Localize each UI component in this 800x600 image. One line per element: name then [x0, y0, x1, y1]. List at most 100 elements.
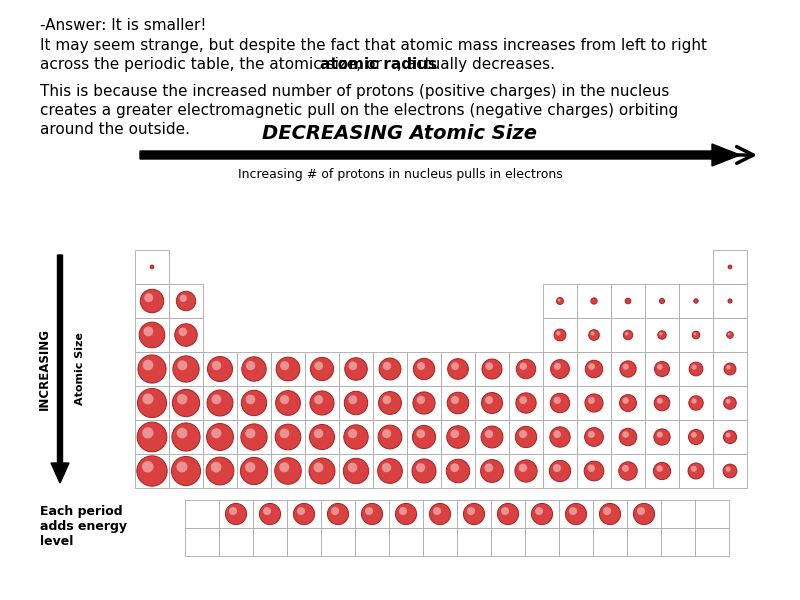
- Circle shape: [554, 329, 566, 341]
- Circle shape: [726, 433, 730, 437]
- Bar: [441, 386, 475, 420]
- Text: Each period
adds energy
level: Each period adds energy level: [40, 505, 127, 548]
- Circle shape: [481, 460, 503, 482]
- Circle shape: [637, 507, 645, 515]
- Circle shape: [294, 503, 314, 524]
- Bar: [611, 352, 645, 386]
- Bar: [577, 386, 611, 420]
- FancyArrow shape: [51, 255, 69, 483]
- Circle shape: [589, 329, 599, 340]
- Circle shape: [535, 507, 543, 515]
- Bar: [339, 386, 373, 420]
- Circle shape: [379, 358, 401, 380]
- Bar: [321, 500, 355, 528]
- Circle shape: [174, 324, 198, 346]
- Bar: [203, 454, 237, 488]
- Bar: [713, 386, 747, 420]
- Circle shape: [414, 358, 434, 380]
- Circle shape: [349, 362, 357, 370]
- Bar: [271, 386, 305, 420]
- Bar: [543, 386, 577, 420]
- Bar: [679, 420, 713, 454]
- Circle shape: [276, 357, 300, 381]
- Circle shape: [314, 463, 323, 472]
- Bar: [713, 454, 747, 488]
- Circle shape: [416, 430, 425, 438]
- Circle shape: [177, 461, 187, 472]
- Circle shape: [382, 362, 391, 370]
- Circle shape: [622, 431, 629, 438]
- Circle shape: [622, 465, 629, 472]
- Circle shape: [694, 299, 698, 303]
- Circle shape: [690, 466, 697, 472]
- Circle shape: [501, 507, 509, 515]
- Circle shape: [365, 507, 373, 515]
- Bar: [407, 454, 441, 488]
- Bar: [593, 528, 627, 556]
- Circle shape: [691, 398, 697, 404]
- Circle shape: [584, 461, 604, 481]
- Circle shape: [691, 364, 697, 370]
- Circle shape: [622, 397, 629, 404]
- Text: around the outside.: around the outside.: [40, 122, 190, 137]
- Circle shape: [728, 333, 730, 335]
- Circle shape: [463, 503, 485, 524]
- Circle shape: [588, 397, 595, 404]
- Bar: [373, 454, 407, 488]
- Circle shape: [344, 425, 368, 449]
- Circle shape: [554, 363, 561, 370]
- Circle shape: [242, 391, 266, 416]
- Circle shape: [485, 430, 493, 438]
- Bar: [525, 528, 559, 556]
- Circle shape: [378, 392, 402, 415]
- Bar: [441, 352, 475, 386]
- Bar: [475, 454, 509, 488]
- Bar: [135, 454, 169, 488]
- Circle shape: [173, 356, 199, 382]
- Circle shape: [657, 431, 663, 438]
- Bar: [577, 284, 611, 318]
- Circle shape: [207, 356, 233, 382]
- Bar: [593, 500, 627, 528]
- Bar: [237, 454, 271, 488]
- Circle shape: [619, 395, 637, 412]
- Circle shape: [246, 361, 255, 370]
- Circle shape: [585, 394, 603, 412]
- Bar: [679, 284, 713, 318]
- Bar: [203, 386, 237, 420]
- Circle shape: [450, 463, 459, 472]
- Text: DECREASING Atomic Size: DECREASING Atomic Size: [262, 124, 538, 143]
- Circle shape: [550, 427, 570, 447]
- Circle shape: [603, 507, 611, 515]
- Circle shape: [433, 507, 441, 515]
- Bar: [271, 352, 305, 386]
- Circle shape: [242, 357, 266, 381]
- Circle shape: [172, 389, 200, 416]
- Circle shape: [138, 388, 166, 418]
- Circle shape: [362, 503, 382, 524]
- Circle shape: [206, 424, 234, 451]
- Circle shape: [395, 503, 417, 524]
- Circle shape: [348, 429, 358, 438]
- Circle shape: [516, 393, 536, 413]
- Circle shape: [619, 428, 637, 446]
- Circle shape: [348, 463, 358, 472]
- Bar: [525, 500, 559, 528]
- Circle shape: [314, 395, 323, 404]
- Circle shape: [625, 332, 629, 335]
- Bar: [611, 386, 645, 420]
- Bar: [475, 352, 509, 386]
- Bar: [339, 454, 373, 488]
- Circle shape: [654, 463, 670, 479]
- Circle shape: [467, 507, 475, 515]
- Circle shape: [446, 459, 470, 483]
- Circle shape: [280, 361, 289, 370]
- Text: across the periodic table, the atomic size, or: across the periodic table, the atomic si…: [40, 57, 386, 72]
- Circle shape: [723, 430, 737, 443]
- Bar: [203, 352, 237, 386]
- Bar: [169, 284, 203, 318]
- Circle shape: [137, 422, 167, 452]
- Circle shape: [550, 394, 570, 413]
- Bar: [441, 420, 475, 454]
- Circle shape: [550, 460, 570, 482]
